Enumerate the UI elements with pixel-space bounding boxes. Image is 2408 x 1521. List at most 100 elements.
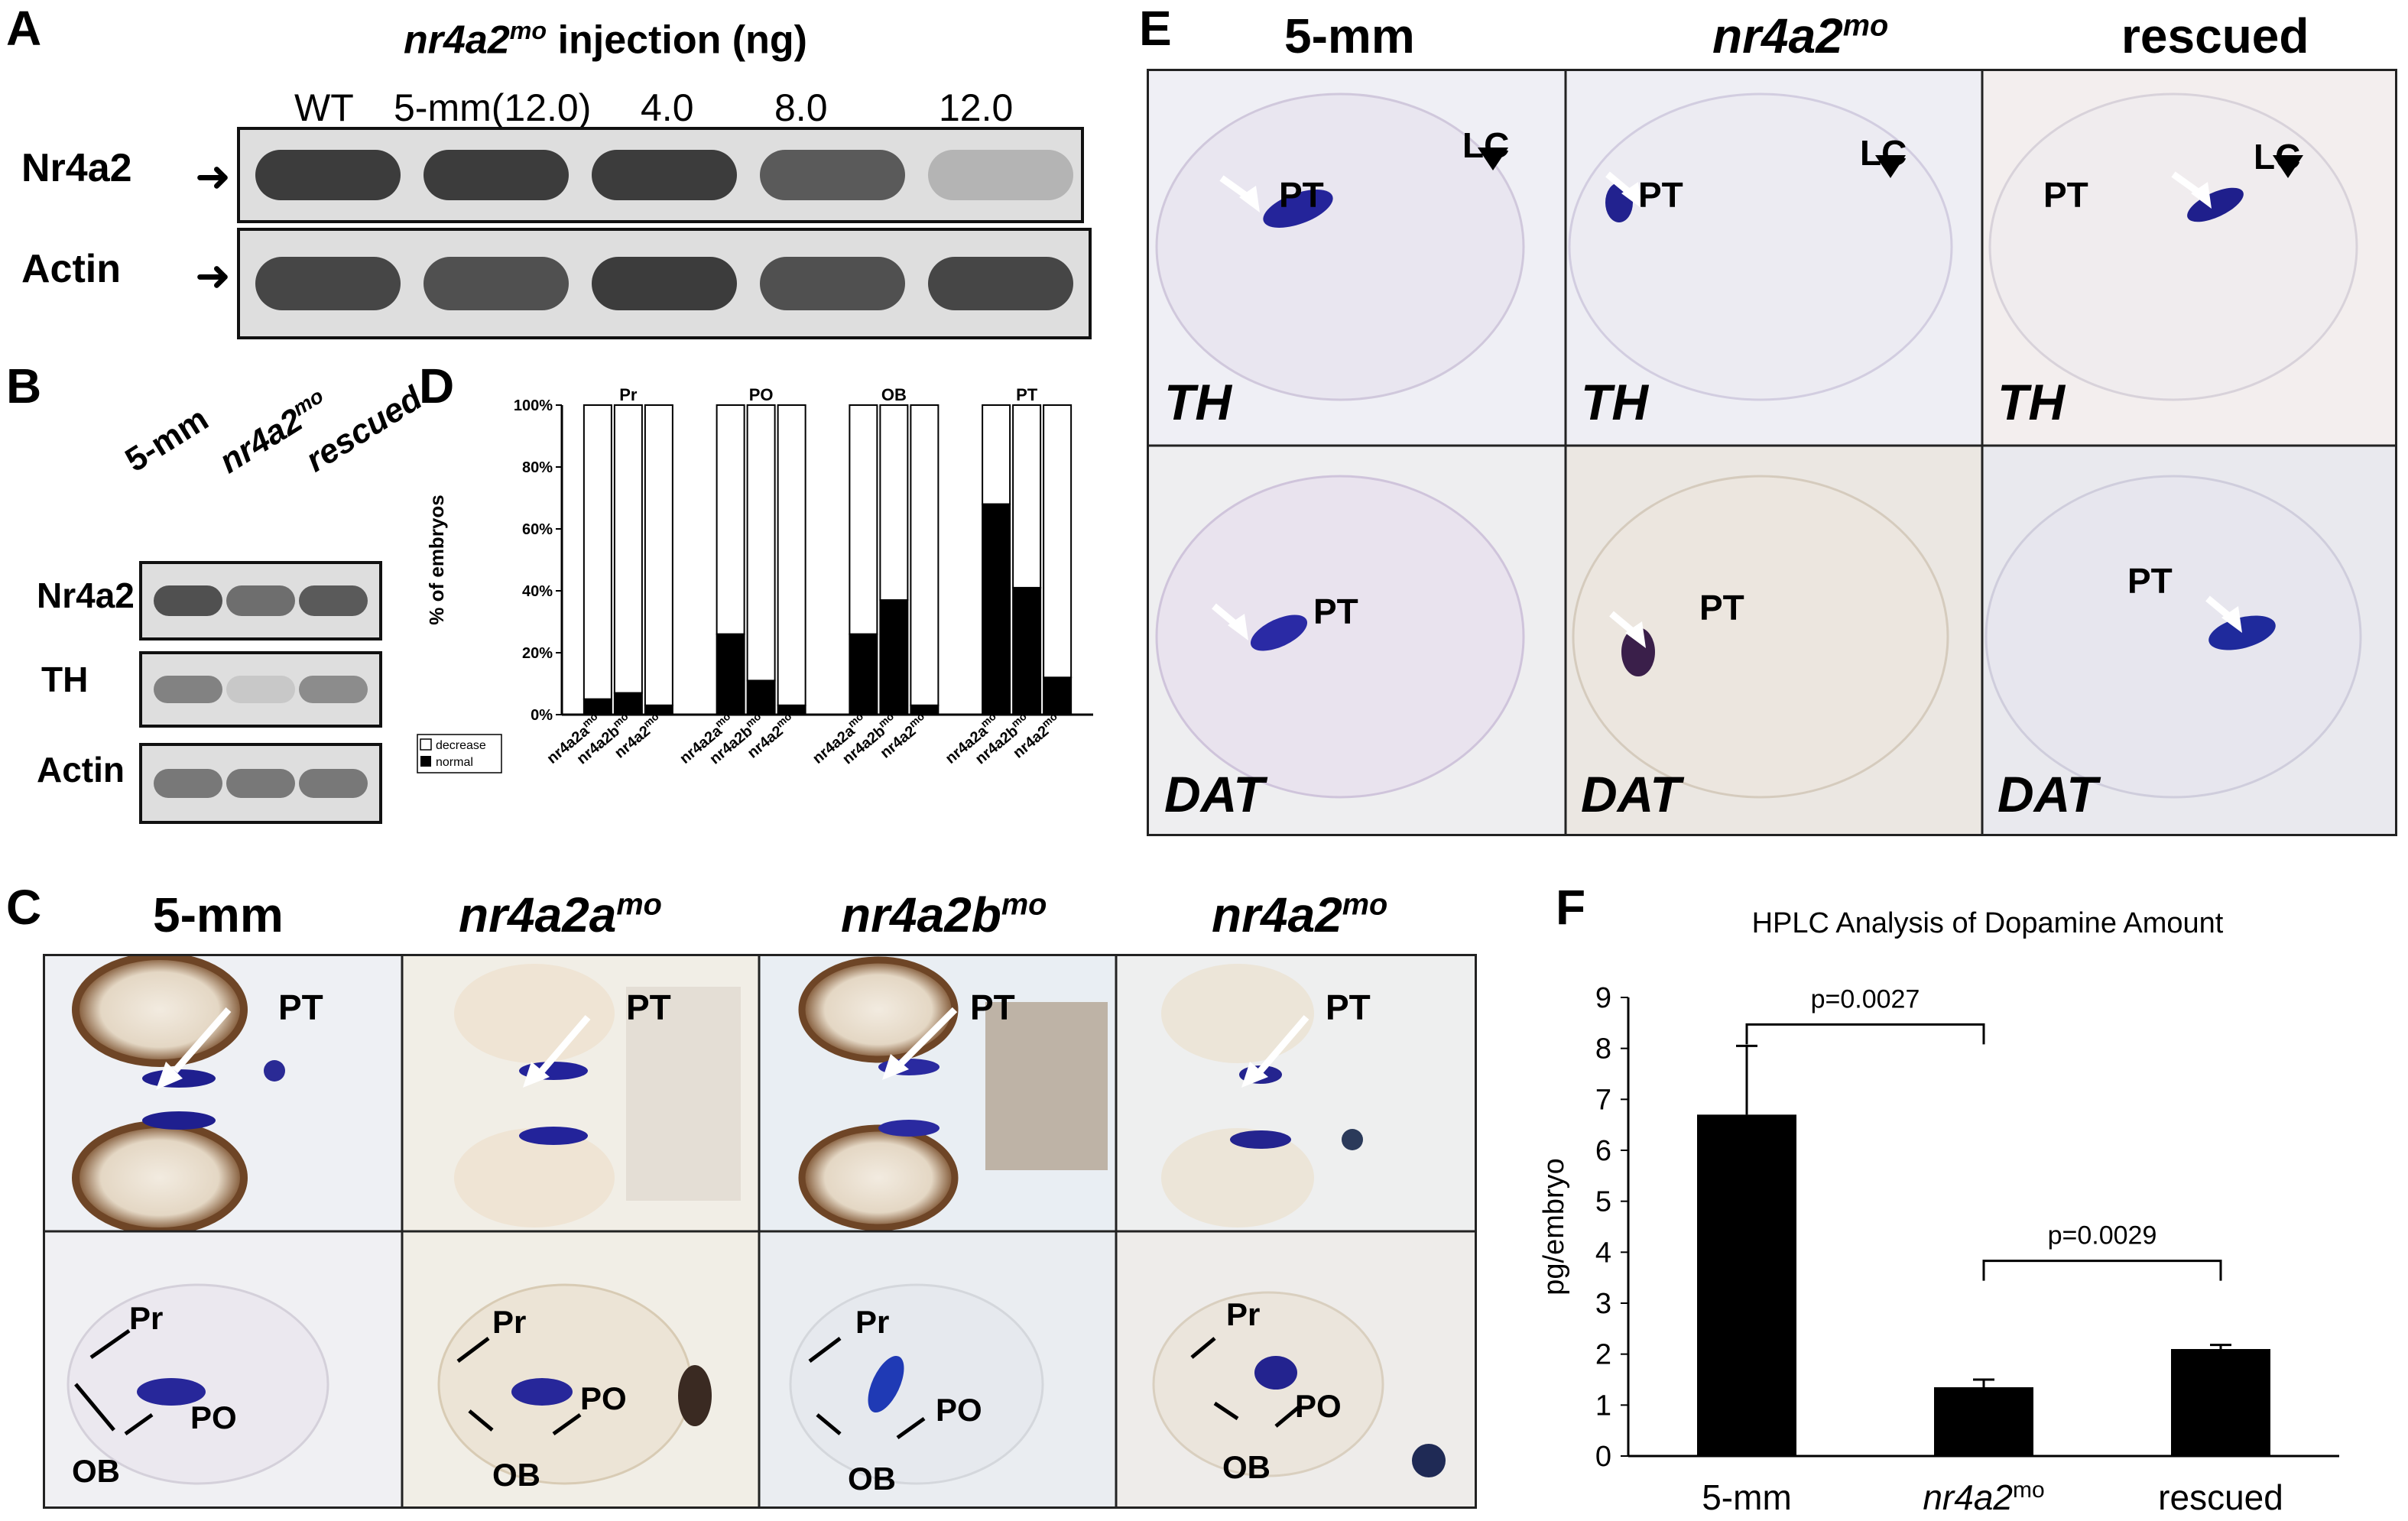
bar-normal xyxy=(746,679,776,716)
blot-band xyxy=(592,257,737,310)
bar-decrease xyxy=(716,404,745,635)
y-tick-label: 40% xyxy=(522,583,553,600)
group-label: Pr xyxy=(619,385,638,404)
lane-label-5mm: 5-mm xyxy=(118,400,216,480)
y-axis-label: pg/embryo xyxy=(1538,1158,1570,1296)
blot-band xyxy=(928,257,1073,310)
white-arrow-icon xyxy=(539,1015,591,1073)
black-arrowhead-icon xyxy=(2273,155,2303,178)
y-tick-label: 80% xyxy=(522,459,553,476)
black-arrow-icon xyxy=(74,1383,115,1432)
blot-band xyxy=(154,769,222,798)
black-arrow-icon xyxy=(808,1337,842,1363)
panel-c-micrographs xyxy=(45,956,1475,1506)
column-label-nr4a2-sup: mo xyxy=(1342,887,1388,922)
bar-normal xyxy=(583,698,612,715)
stacked-bar-chart: 0%20%40%60%80%100%% of embryosPrnr4a2amo… xyxy=(417,385,1093,773)
x-tick-label: 5-mm xyxy=(1702,1477,1792,1513)
group-label: OB xyxy=(881,385,907,404)
blot-actin xyxy=(237,228,1092,339)
blot-band xyxy=(226,769,295,798)
lateral-embryo-nr4a2b xyxy=(759,1231,1116,1506)
row-label-dat: DAT xyxy=(1581,766,1681,822)
blot-band xyxy=(255,150,401,200)
panel-c-image-grid: PT PT PT PT Pr PO OB Pr PO OB Pr PO OB P… xyxy=(43,954,1477,1509)
legend-swatch-normal xyxy=(420,756,431,767)
legend-label-normal: normal xyxy=(436,756,473,769)
blot-band xyxy=(255,257,401,310)
dopamine-bar-chart: HPLC Analysis of Dopamine Amount 0 1 2 3 4 5 6 7… xyxy=(1538,907,2339,1513)
blot-band xyxy=(226,676,295,703)
label-pr: Pr xyxy=(492,1304,527,1340)
blot-band xyxy=(424,257,569,310)
group-label: PO xyxy=(749,385,774,404)
black-arrow-icon xyxy=(468,1409,494,1432)
bar-decrease xyxy=(777,404,806,706)
y-axis-label: % of embryos xyxy=(425,495,448,625)
panel-a-title-rest: injection (ng) xyxy=(547,18,807,63)
arrow-right-icon: ➜ xyxy=(195,152,231,200)
bar-normal xyxy=(644,704,673,716)
label-pt: PT xyxy=(2043,175,2088,215)
panel-a-title-gene: nr4a2 xyxy=(404,18,510,63)
blot-band xyxy=(592,150,737,200)
row-label-th: TH xyxy=(1164,374,1232,430)
blot-band xyxy=(299,676,368,703)
column-label-nr4a2a-sup: mo xyxy=(616,887,662,922)
column-label-nr4a2a: nr4a2amo xyxy=(459,887,662,943)
bar xyxy=(2171,1349,2270,1456)
column-label-nr4a2-text: nr4a2 xyxy=(1712,8,1843,63)
bar-decrease xyxy=(644,404,673,706)
y-tick-label: 100% xyxy=(514,397,553,414)
row-label-dat: DAT xyxy=(1164,766,1264,822)
blot-band xyxy=(760,257,905,310)
bar-normal xyxy=(879,599,909,715)
chart-title: HPLC Analysis of Dopamine Amount xyxy=(1752,907,2224,939)
row-label-actin: Actin xyxy=(37,750,125,790)
y-tick-label: 6 xyxy=(1595,1135,1611,1167)
bar-normal xyxy=(1012,586,1042,716)
white-arrow-icon xyxy=(172,1007,232,1073)
panel-e-micrographs xyxy=(1149,71,2395,834)
panel-label-e: E xyxy=(1139,1,1172,56)
panel-label-d: D xyxy=(419,358,455,413)
arrow-right-icon: ➜ xyxy=(195,251,231,300)
x-tick-label: nr4a2mo xyxy=(1923,1477,2044,1513)
blot-band xyxy=(154,676,222,703)
significance-bracket xyxy=(1745,1023,1985,1045)
label-pt: PT xyxy=(626,988,671,1027)
group-label: PT xyxy=(1016,385,1038,404)
black-arrow-icon xyxy=(124,1412,154,1436)
y-tick-label: 20% xyxy=(522,645,553,662)
row-label-th: TH xyxy=(1581,374,1648,430)
bar-normal xyxy=(1043,676,1073,715)
significance-bracket xyxy=(1982,1260,2222,1281)
blot-b-nr4a2 xyxy=(139,561,382,641)
bar-decrease xyxy=(1043,404,1073,679)
x-tick-label: rescued xyxy=(2158,1477,2283,1513)
row-label-th: TH xyxy=(41,660,89,699)
black-arrow-icon xyxy=(1213,1401,1239,1421)
blot-band xyxy=(760,150,905,200)
black-arrowhead-icon xyxy=(1478,148,1508,170)
black-arrow-icon xyxy=(1274,1406,1300,1428)
y-tick-label: 8 xyxy=(1595,1033,1611,1065)
lane-label-4: 4.0 xyxy=(641,86,694,129)
bar-normal xyxy=(613,692,643,715)
bar-normal xyxy=(982,503,1011,715)
white-arrow-icon xyxy=(1258,1015,1309,1073)
column-label-5mm: 5-mm xyxy=(1284,8,1415,63)
panel-label-c: C xyxy=(6,880,42,935)
label-pr: Pr xyxy=(855,1304,890,1340)
black-arrow-icon xyxy=(1190,1337,1216,1359)
label-pr: Pr xyxy=(129,1300,164,1336)
p-value-label: p=0.0029 xyxy=(2048,1221,2157,1250)
column-label-nr4a2b-sup: mo xyxy=(1001,887,1047,922)
column-label-5mm: 5-mm xyxy=(153,887,284,942)
lane-label-8: 8.0 xyxy=(774,86,828,129)
row-label-th: TH xyxy=(1997,374,2065,430)
blot-band xyxy=(299,769,368,798)
label-lc: LC xyxy=(2254,137,2301,177)
blot-nr4a2 xyxy=(237,127,1084,223)
label-pt: PT xyxy=(1638,175,1683,215)
